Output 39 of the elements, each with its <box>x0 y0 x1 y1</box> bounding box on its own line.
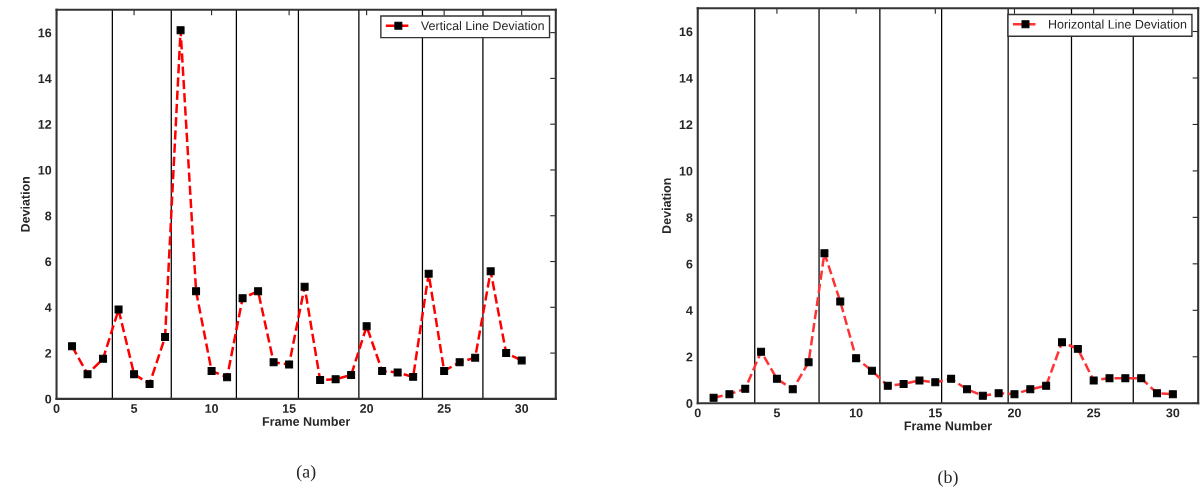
y-tick-label: 4 <box>686 306 693 315</box>
text: (b) <box>938 470 958 487</box>
y-tick-label: 14 <box>679 73 693 83</box>
y-axis-title: Deviation <box>20 176 30 232</box>
y-tick-label: 14 <box>38 74 52 83</box>
y-tick-label: 8 <box>686 213 693 223</box>
y-tick-label: 6 <box>686 259 693 269</box>
x-tick-label: 30 <box>1166 408 1180 418</box>
legend-label: Horizontal Line Deviation <box>1049 19 1187 29</box>
x-tick-label: 0 <box>53 404 60 413</box>
y-tick-label: 2 <box>686 352 693 362</box>
x-tick-label: 15 <box>282 404 296 413</box>
y-tick-label: 12 <box>679 120 693 129</box>
text: (a) <box>296 465 316 482</box>
y-tick-label: 16 <box>38 28 52 38</box>
y-tick-label: 2 <box>45 348 52 358</box>
x-tick-label: 25 <box>437 404 451 413</box>
y-tick-label: 4 <box>44 303 52 312</box>
x-tick-label: 10 <box>849 408 863 418</box>
x-axis-title: Frame Number <box>262 416 351 426</box>
x-tick-label: 30 <box>515 404 529 413</box>
x-tick-label: 20 <box>360 404 374 413</box>
y-tick-label: 0 <box>45 394 52 404</box>
x-tick-label: 5 <box>773 408 781 418</box>
x-tick-label: 5 <box>130 404 138 413</box>
x-tick-label: 25 <box>1087 408 1101 418</box>
x-axis-title: Frame Number <box>904 421 992 431</box>
x-tick-label: 0 <box>694 408 701 418</box>
y-tick-label: 10 <box>38 165 52 175</box>
x-tick-label: 15 <box>929 408 942 418</box>
legend-label: Vertical Line Deviation <box>420 20 544 31</box>
y-tick-label: 8 <box>45 211 52 221</box>
x-tick-label: 20 <box>1007 408 1021 418</box>
y-tick-label: 6 <box>45 257 52 267</box>
y-tick-label: 16 <box>679 27 693 37</box>
y-axis-title: Deviation <box>661 178 671 234</box>
y-tick-label: 10 <box>679 166 693 176</box>
x-tick-label: 10 <box>205 404 219 413</box>
y-tick-label: 12 <box>38 119 52 129</box>
